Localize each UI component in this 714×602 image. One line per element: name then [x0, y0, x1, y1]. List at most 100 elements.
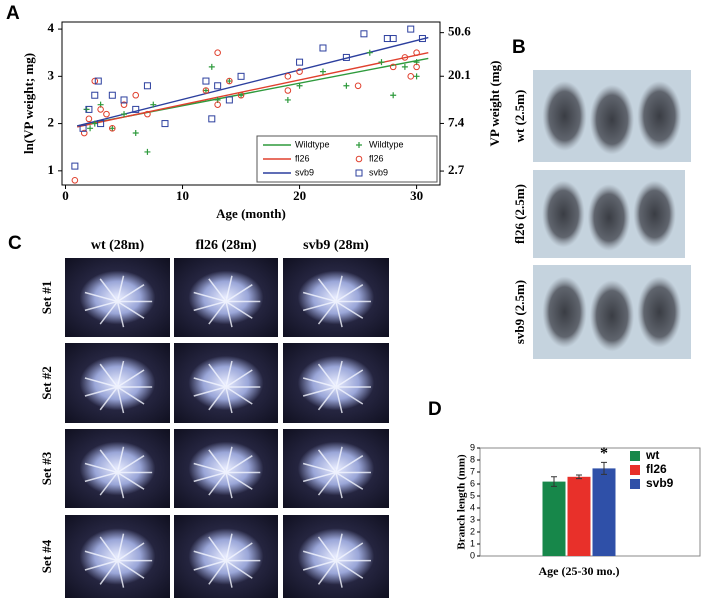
photo	[533, 70, 691, 162]
photo	[65, 258, 170, 337]
y2-tick-label: 20.1	[448, 67, 471, 82]
photo	[283, 515, 389, 598]
point	[390, 92, 397, 99]
photo-branches	[302, 446, 371, 499]
photo-branches	[84, 446, 153, 499]
legend-swatch	[356, 142, 362, 148]
column-header: wt (28m)	[91, 238, 145, 253]
point	[132, 105, 140, 113]
point	[208, 115, 216, 123]
point	[83, 106, 90, 113]
y-tick-label: 6	[470, 478, 475, 488]
row-label: Set #2	[39, 366, 54, 400]
photo-tissue	[79, 355, 156, 411]
photo	[533, 170, 685, 258]
photo-tissue	[297, 528, 375, 585]
point	[226, 78, 233, 85]
photo-label: svb9 (2.5m)	[512, 280, 527, 344]
legend-swatch	[630, 479, 640, 489]
point	[79, 124, 87, 132]
panel-letter: C	[8, 233, 22, 254]
photo	[174, 429, 278, 508]
point	[202, 77, 210, 85]
photo	[283, 429, 389, 508]
point	[319, 68, 326, 75]
y2-tick-label: 50.6	[448, 24, 471, 39]
legend-label: fl26	[369, 153, 384, 163]
point	[418, 35, 426, 43]
photo-tissue	[297, 270, 375, 325]
point	[238, 92, 245, 99]
photo	[283, 258, 389, 337]
bar	[592, 468, 616, 556]
legend-label: svb9	[369, 167, 388, 177]
x-tick-label: 20	[293, 188, 306, 203]
photo-tissue	[188, 270, 264, 325]
photo-tissue	[542, 276, 587, 348]
point	[103, 110, 110, 118]
point	[144, 148, 151, 155]
y-tick-label: 2	[48, 115, 55, 130]
photo-tissue	[79, 528, 156, 585]
point	[120, 101, 128, 108]
photo-tissue	[188, 355, 264, 411]
point	[237, 72, 245, 80]
point	[407, 73, 415, 80]
row-label: Set #1	[39, 281, 54, 315]
point	[71, 176, 79, 184]
y-tick-label: 4	[470, 502, 475, 512]
photo-tissue	[79, 270, 156, 325]
bar	[542, 481, 566, 556]
point	[342, 53, 350, 61]
y-tick-label: 7	[470, 466, 475, 476]
point	[202, 87, 210, 94]
x-tick-label: 10	[176, 188, 189, 203]
point	[214, 101, 221, 108]
legend-label: Wildtype	[369, 139, 404, 149]
photo-branches	[84, 360, 153, 414]
photo-branches	[193, 533, 261, 588]
photo-tissue	[542, 180, 585, 248]
photo-tissue	[589, 84, 635, 155]
legend-swatch	[630, 451, 640, 461]
photo-tissue	[79, 441, 156, 496]
point	[389, 63, 397, 71]
point	[202, 87, 209, 94]
photo	[174, 258, 278, 337]
row-label: Set #3	[39, 451, 54, 485]
legend-label: svb9	[646, 476, 674, 490]
panel-letter: A	[6, 3, 20, 24]
error-bar	[601, 461, 607, 475]
fit-line	[77, 52, 429, 128]
photo-tissue	[188, 528, 264, 585]
photo	[65, 343, 170, 423]
y-axis-label: ln(VP weight; mg)	[21, 53, 36, 154]
photo-label: fl26 (2.5m)	[512, 184, 527, 244]
point	[143, 82, 151, 90]
photo-branches	[193, 360, 261, 414]
row-label: Set #4	[39, 539, 54, 573]
y2-axis-label: VP weight (mg)	[487, 61, 502, 147]
point	[97, 106, 104, 113]
y-tick-label: 2	[470, 526, 475, 536]
photo	[174, 343, 278, 423]
point	[121, 111, 128, 118]
y-tick-label: 4	[48, 20, 55, 35]
point	[132, 130, 139, 137]
point	[208, 63, 215, 70]
photo	[174, 515, 278, 598]
error-bar	[576, 474, 582, 480]
point	[214, 82, 222, 90]
column-header: fl26 (28m)	[195, 238, 256, 253]
legend-swatch	[630, 465, 640, 475]
photo-branches	[193, 446, 261, 499]
point	[284, 73, 292, 80]
photo-tissue	[542, 81, 587, 151]
point	[319, 44, 327, 52]
point	[120, 96, 128, 104]
photo-tissue	[297, 441, 375, 496]
point	[360, 30, 368, 38]
point	[366, 49, 373, 56]
point	[401, 63, 408, 70]
